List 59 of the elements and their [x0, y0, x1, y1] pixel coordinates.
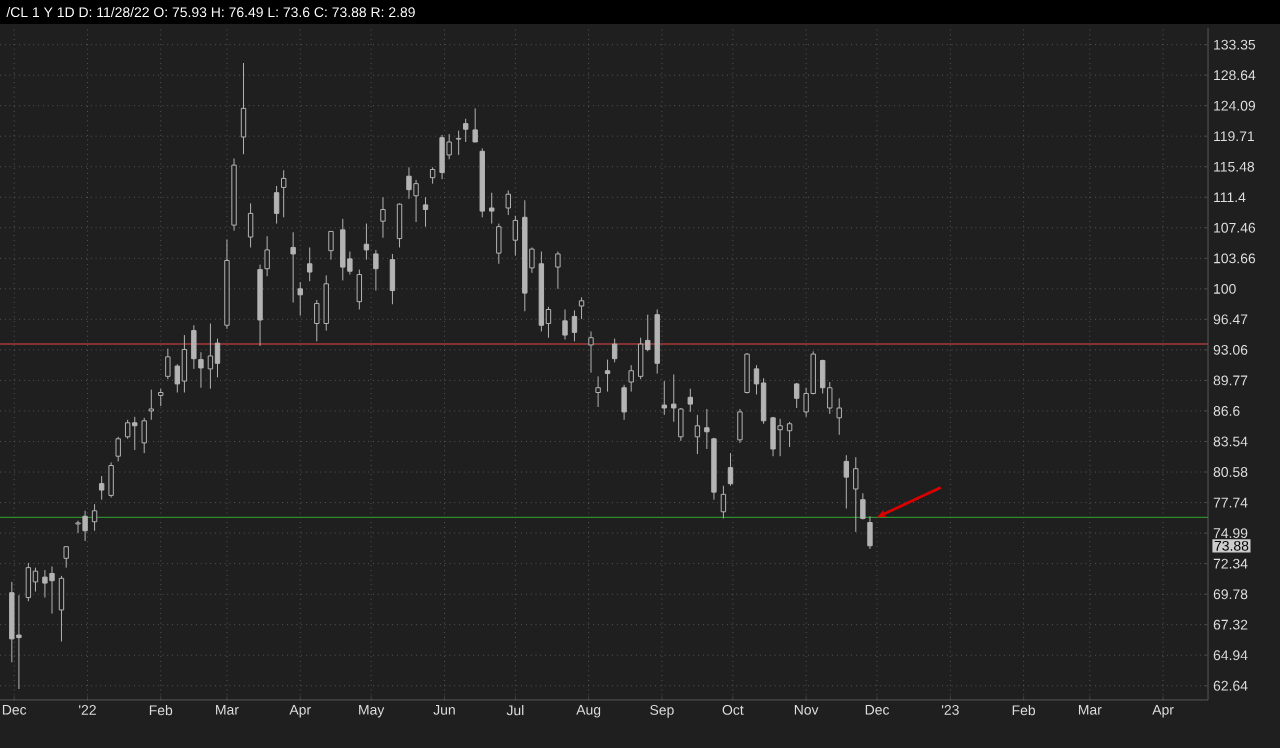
candlestick: [455, 130, 462, 156]
candlestick: [340, 218, 346, 281]
candlestick: [240, 62, 247, 155]
candlestick: [505, 189, 511, 216]
candlestick: [328, 230, 334, 261]
candlestick: [744, 352, 750, 394]
candlestick: [247, 202, 254, 248]
candlestick: [82, 510, 88, 542]
candlestick: [578, 296, 585, 320]
candlestick: [853, 456, 859, 533]
candlestick: [356, 269, 363, 310]
candlestick: [843, 454, 850, 510]
candlestick: [306, 246, 313, 282]
candlestick: [604, 359, 611, 393]
candlestick: [571, 309, 578, 342]
candlestick: [737, 408, 743, 444]
candlestick: [280, 169, 287, 218]
candlestick: [181, 334, 188, 394]
candlestick: [115, 436, 121, 462]
candlestick: [396, 202, 403, 248]
candlestick: [439, 134, 445, 180]
candlestick: [678, 407, 684, 442]
candlestick: [389, 253, 396, 305]
candlestick: [32, 567, 39, 593]
candlestick: [720, 485, 727, 519]
candlestick: [777, 418, 783, 457]
candlestick: [621, 384, 627, 421]
candlestick: [422, 196, 429, 228]
candlestick: [628, 364, 634, 393]
candlestick: [373, 249, 379, 292]
candlestick: [786, 421, 793, 448]
candlestick: [49, 565, 55, 615]
candlestick: [496, 223, 502, 265]
candlestick: [148, 389, 154, 421]
candlestick: [16, 594, 22, 690]
candlestick: [694, 414, 701, 455]
candlestick: [207, 322, 214, 390]
candlestick: [63, 546, 69, 569]
candlestick: [512, 215, 519, 257]
candlestick: [91, 503, 98, 532]
candlestick: [727, 452, 734, 487]
candlestick: [770, 416, 776, 457]
candlestick: [687, 388, 693, 413]
candlestick: [661, 380, 667, 416]
candlestick: [273, 185, 280, 225]
candlestick: [75, 520, 81, 534]
candlestick: [562, 308, 568, 341]
candlestick: [214, 338, 221, 378]
candlestick: [555, 251, 561, 290]
candlestick: [380, 196, 386, 239]
candlestick: [58, 575, 65, 642]
candlestick: [363, 223, 370, 261]
candlestick: [489, 192, 495, 225]
candlestick: [704, 408, 710, 450]
candlestick: [611, 338, 618, 363]
candlestick: [588, 330, 594, 374]
candlestick: [25, 562, 32, 602]
candlestick: [290, 231, 296, 304]
candlestick: [595, 375, 601, 408]
